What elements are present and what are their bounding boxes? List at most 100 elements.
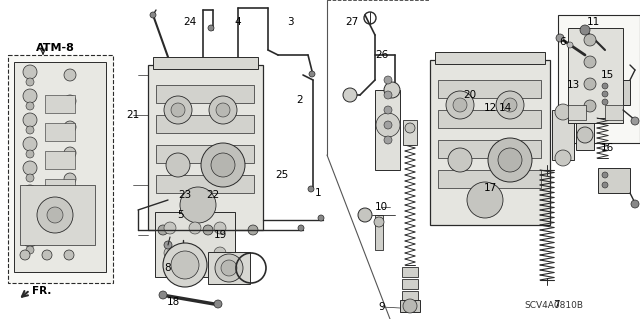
Circle shape	[602, 99, 608, 105]
Bar	[435, 52, 545, 64]
Text: 14: 14	[499, 103, 511, 113]
Circle shape	[584, 100, 596, 112]
Bar	[438, 140, 541, 158]
Circle shape	[163, 243, 207, 287]
Circle shape	[498, 148, 522, 172]
Bar	[45, 95, 75, 113]
Bar	[430, 60, 550, 225]
Circle shape	[216, 103, 230, 117]
Circle shape	[64, 173, 76, 185]
Text: 15: 15	[600, 70, 614, 80]
Circle shape	[64, 199, 76, 211]
Bar	[375, 90, 400, 170]
Text: FR.: FR.	[32, 286, 51, 296]
Circle shape	[180, 187, 216, 223]
Bar	[156, 85, 254, 103]
Text: 17: 17	[483, 183, 497, 193]
Circle shape	[405, 123, 415, 133]
Circle shape	[164, 241, 172, 249]
Circle shape	[180, 257, 186, 263]
Circle shape	[26, 102, 34, 110]
Circle shape	[208, 25, 214, 31]
Text: 21: 21	[126, 110, 140, 120]
Circle shape	[189, 247, 201, 259]
Text: 22: 22	[206, 190, 220, 200]
Circle shape	[42, 250, 52, 260]
Circle shape	[467, 182, 503, 218]
Circle shape	[358, 208, 372, 222]
Circle shape	[214, 222, 226, 234]
Circle shape	[164, 222, 176, 234]
Circle shape	[171, 103, 185, 117]
Bar	[8, 55, 113, 283]
Bar	[558, 15, 640, 143]
Text: 2: 2	[297, 95, 303, 105]
Circle shape	[503, 98, 517, 112]
Circle shape	[556, 34, 564, 42]
Circle shape	[384, 121, 392, 129]
Circle shape	[23, 65, 37, 79]
Text: 27: 27	[346, 17, 358, 27]
Circle shape	[214, 247, 226, 259]
Text: SCV4A0810B: SCV4A0810B	[524, 301, 583, 310]
Circle shape	[23, 113, 37, 127]
Bar	[45, 179, 75, 197]
Circle shape	[567, 42, 573, 48]
Circle shape	[47, 207, 63, 223]
Bar	[576, 120, 594, 150]
Bar	[402, 267, 418, 277]
Circle shape	[584, 78, 596, 90]
Circle shape	[26, 198, 34, 206]
Text: 8: 8	[164, 263, 172, 273]
Circle shape	[376, 113, 400, 137]
Text: 24: 24	[184, 17, 196, 27]
Text: 13: 13	[566, 80, 580, 90]
Text: 10: 10	[374, 202, 388, 212]
Text: 6: 6	[560, 37, 566, 47]
Circle shape	[164, 247, 176, 259]
Circle shape	[374, 217, 384, 227]
Circle shape	[150, 12, 156, 18]
Text: 19: 19	[213, 230, 227, 240]
Circle shape	[577, 127, 593, 143]
Bar	[156, 115, 254, 133]
Bar	[402, 291, 418, 301]
Text: 18: 18	[166, 297, 180, 307]
Circle shape	[403, 299, 417, 313]
Circle shape	[23, 137, 37, 151]
Circle shape	[488, 138, 532, 182]
Bar	[153, 57, 258, 69]
Circle shape	[555, 104, 571, 120]
Text: 12: 12	[483, 103, 497, 113]
Circle shape	[159, 291, 167, 299]
Circle shape	[211, 153, 235, 177]
Circle shape	[64, 147, 76, 159]
Circle shape	[23, 233, 37, 247]
Circle shape	[20, 250, 30, 260]
Bar	[14, 62, 106, 272]
Circle shape	[64, 69, 76, 81]
Bar	[403, 120, 417, 145]
Text: 25: 25	[275, 170, 289, 180]
Circle shape	[248, 225, 258, 235]
Circle shape	[602, 83, 608, 89]
Circle shape	[214, 300, 222, 308]
Circle shape	[64, 121, 76, 133]
Circle shape	[171, 251, 199, 279]
Circle shape	[384, 76, 392, 84]
Text: 9: 9	[379, 302, 385, 312]
Circle shape	[64, 225, 76, 237]
Circle shape	[26, 222, 34, 230]
Circle shape	[189, 222, 201, 234]
Circle shape	[26, 126, 34, 134]
Text: 16: 16	[600, 143, 614, 153]
Circle shape	[64, 250, 74, 260]
Circle shape	[26, 174, 34, 182]
Circle shape	[221, 260, 237, 276]
Circle shape	[384, 91, 392, 99]
Circle shape	[23, 161, 37, 175]
Bar	[598, 168, 630, 193]
Bar	[400, 300, 420, 312]
Circle shape	[298, 225, 304, 231]
Bar	[438, 110, 541, 128]
